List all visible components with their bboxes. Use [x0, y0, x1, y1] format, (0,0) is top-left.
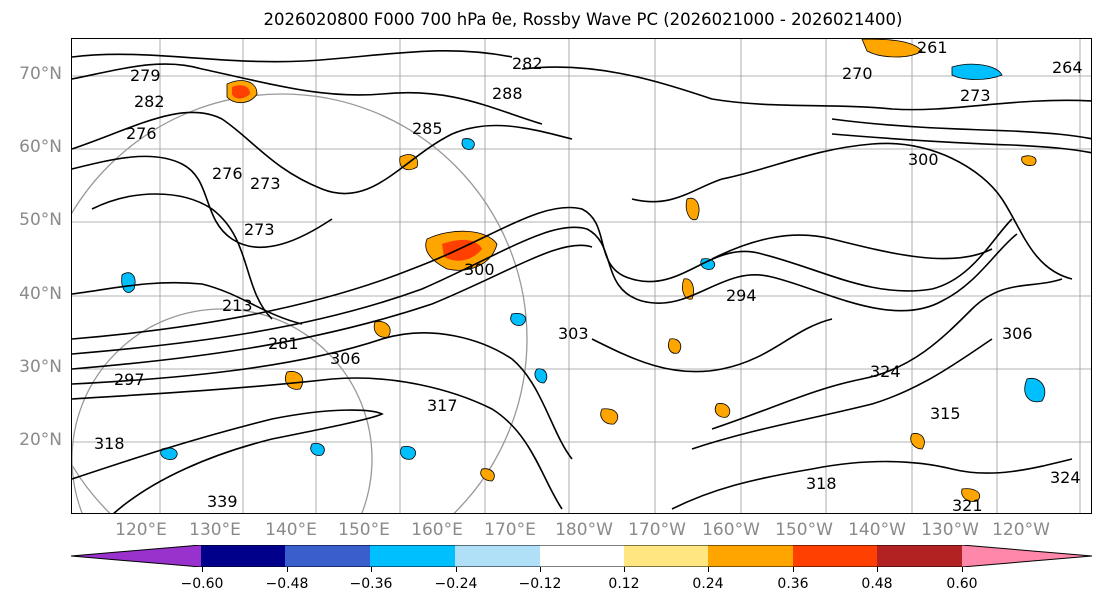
colorbar-segment	[962, 545, 1092, 567]
lon-label-170e: 170°E	[484, 520, 536, 540]
colorbar-tick-label: 0.36	[777, 576, 809, 592]
lon-label-170w: 170°W	[628, 520, 686, 540]
lon-label-130e: 130°E	[189, 520, 241, 540]
colorbar-tickmark	[962, 567, 963, 572]
theta-e-contours	[72, 49, 1091, 513]
lat-label-60n: 60°N	[19, 137, 62, 157]
lon-label-160w: 160°W	[702, 520, 760, 540]
contour-label: 279	[130, 66, 161, 85]
colorbar-tickmark	[624, 567, 625, 572]
contour-label: 324	[1050, 468, 1081, 487]
contour-label: 282	[134, 92, 165, 111]
contour-label: 282	[512, 54, 543, 73]
contour-label: 306	[330, 349, 361, 368]
colorbar-tick-label: 0.48	[861, 576, 893, 592]
graticule	[72, 39, 1091, 513]
colorbar-tickmark	[287, 567, 288, 572]
projection-rings	[72, 93, 528, 513]
colorbar-segment	[624, 545, 708, 567]
lon-label-120w: 120°W	[992, 520, 1050, 540]
lat-label-40n: 40°N	[19, 284, 62, 304]
contour-label: 297	[114, 370, 145, 389]
contour-label: 317	[427, 396, 458, 415]
colorbar-tickmark	[371, 567, 372, 572]
contour-label: 276	[126, 124, 157, 143]
colorbar-tick-label: −0.24	[434, 576, 478, 592]
contour-label: 213	[222, 296, 253, 315]
contour-label: 285	[412, 119, 443, 138]
contour-label: 306	[1002, 324, 1033, 343]
lon-label-160e: 160°E	[411, 520, 463, 540]
contour-label: 303	[558, 324, 589, 343]
contour-label: 339	[207, 492, 238, 511]
colorbar-tickmark	[793, 567, 794, 572]
negative-anomaly-shading	[121, 63, 1046, 460]
colorbar-tickmark	[877, 567, 878, 572]
colorbar-segment	[540, 545, 624, 567]
contour-label: 324	[870, 362, 901, 381]
lon-label-150e: 150°E	[338, 520, 390, 540]
colorbar-segment	[370, 545, 455, 567]
colorbar-segment	[71, 545, 201, 567]
colorbar-tick-label: 0.12	[608, 576, 640, 592]
contour-label: 261	[917, 39, 948, 57]
contour-label: 321	[952, 496, 983, 514]
lat-label-20n: 20°N	[19, 430, 62, 450]
contour-label: 281	[268, 334, 299, 353]
contour-label: 300	[464, 260, 495, 279]
colorbar-tick-label: −0.36	[349, 576, 393, 592]
colorbar-segment	[201, 545, 285, 567]
plot-title: 2026020800 F000 700 hPa θe, Rossby Wave …	[263, 10, 903, 29]
colorbar-tick-label: −0.12	[518, 576, 562, 592]
colorbar-segment	[793, 545, 877, 567]
colorbar-tick-label: −0.60	[180, 576, 224, 592]
map-panel: 279 282 276 273 273 276 213 281 297 306 …	[71, 38, 1092, 514]
contour-label-layer: 279 282 276 273 273 276 213 281 297 306 …	[94, 39, 1083, 514]
colorbar-tick-label: 0.24	[692, 576, 724, 592]
lon-label-150w: 150°W	[775, 520, 833, 540]
colorbar-segments	[71, 545, 1092, 567]
colorbar-segment	[708, 545, 793, 567]
colorbar-tickmark	[202, 567, 203, 572]
colorbar-tick-label: 0.60	[946, 576, 978, 592]
lon-label-120e: 120°E	[115, 520, 167, 540]
colorbar-tickmark	[708, 567, 709, 572]
colorbar-tick-label: −0.48	[265, 576, 309, 592]
contour-label: 288	[492, 84, 523, 103]
contour-label: 318	[806, 474, 837, 493]
contour-label: 273	[244, 220, 275, 239]
colorbar-tickmark	[456, 567, 457, 572]
lat-label-30n: 30°N	[19, 357, 62, 377]
lat-label-70n: 70°N	[19, 64, 62, 84]
positive-anomaly-shading	[226, 39, 1037, 502]
contour-label: 276	[212, 164, 243, 183]
colorbar-tickmark	[540, 567, 541, 572]
contour-label: 300	[908, 150, 939, 169]
lat-label-50n: 50°N	[19, 210, 62, 230]
contour-label: 294	[726, 286, 757, 305]
contour-label: 273	[250, 174, 281, 193]
colorbar	[71, 545, 1092, 567]
contour-label: 273	[960, 86, 991, 105]
map-canvas: 279 282 276 273 273 276 213 281 297 306 …	[72, 39, 1091, 514]
lon-label-140w: 140°W	[848, 520, 906, 540]
contour-label: 264	[1052, 58, 1083, 77]
lon-label-140e: 140°E	[265, 520, 317, 540]
colorbar-segment	[455, 545, 540, 567]
contour-label: 315	[930, 404, 961, 423]
contour-label: 270	[842, 64, 873, 83]
contour-label: 318	[94, 434, 125, 453]
lon-label-180w: 180°W	[555, 520, 613, 540]
lon-label-130w: 130°W	[921, 520, 979, 540]
colorbar-segment	[877, 545, 962, 567]
colorbar-segment	[285, 545, 370, 567]
